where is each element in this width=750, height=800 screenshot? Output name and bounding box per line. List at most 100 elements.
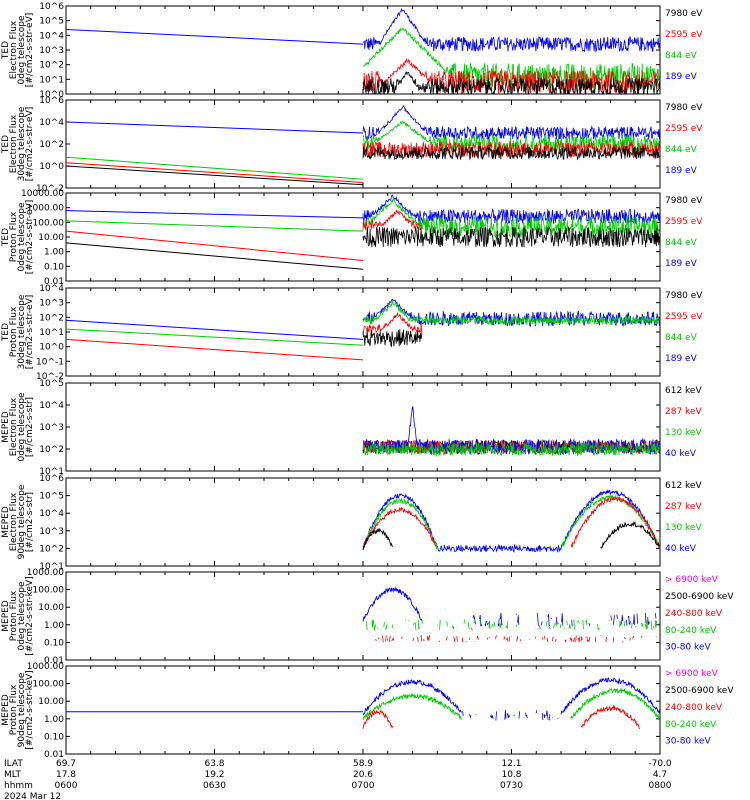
y-tick-label: 10^6 [39,2,64,12]
footer-ilat-value: 12.1 [501,759,521,769]
legend-entry: 189 eV [665,72,698,82]
legend-entry: 240-800 keV [665,609,723,619]
panel-8: 0.01 0.10 1.00 10.00 100.00 1000.00 MEPEDProto… [1,662,734,760]
series-red [362,496,660,549]
series-red [362,704,641,730]
y-tick-label: 100.00 [33,586,65,596]
legend-entry: > 6900 keV [665,669,719,679]
series-hump [600,520,660,549]
footer-mlt-value: 20.6 [353,770,373,780]
series-trend-line [66,319,364,340]
footer-mlt-value: 4.7 [653,770,667,780]
y-tick-label: 10^5 [39,17,64,27]
footer-ilat-value: -70.0 [648,759,672,769]
y-tick-label: 10^2 [39,140,64,150]
series-line [436,543,562,554]
series-blue [66,677,660,721]
series-line [362,120,660,154]
y-tick-label: 10^2 [39,313,64,323]
series-green [366,618,658,632]
y-tick-label: 10^-1 [36,357,64,367]
footer-date: 2024 Mar 12 [4,792,61,800]
y-tick-label: 10^1 [39,467,64,477]
series-hump [362,679,462,716]
legend-entry: 287 keV [665,407,702,417]
y-tick-label: 0.01 [44,656,64,666]
series-green [362,687,660,721]
footer-mlt-value: 17.8 [56,770,76,780]
legend-entry: 612 keV [665,481,702,491]
legend-entry: 844 eV [665,333,698,343]
series-line [362,225,660,248]
series-line [362,8,660,53]
legend-entry: 130 keV [665,523,702,533]
series-black [66,225,660,270]
panel-frame [65,382,661,472]
series-line [362,145,660,161]
y-tick-label: 10^4 [39,401,64,411]
y-tick-label: 10^3 [39,527,64,537]
series-line [362,209,423,232]
y-axis-label: MEPED [1,600,11,632]
y-axis-label: Electron Flux [9,114,19,173]
footer-row-label-hhmm: hhmm [4,781,33,791]
y-tick-label: 1.00 [44,248,64,258]
footer-ilat-value: 69.7 [56,759,76,769]
y-tick-label: 10^5 [39,492,64,502]
series-trend-line [66,230,364,261]
y-tick-label: 1000.00 [27,204,64,214]
series-blue [66,8,660,53]
y-tick-label: 10^1 [39,328,64,338]
series-line [362,441,660,457]
panel-frame [65,571,661,661]
footer-ilat-value: 58.9 [353,759,373,769]
footer-row-label-mlt: MLT [4,770,22,780]
y-tick-label: 10^4 [39,284,64,294]
legend-entry: 2595 eV [665,217,703,227]
y-tick-label: 0.10 [44,732,64,742]
footer-hhmm-value: 0630 [203,781,226,791]
series-line [362,57,660,94]
y-axis-label: MEPED [1,411,11,443]
legend-entry: 130 keV [665,428,702,438]
series-blue [66,105,660,142]
y-tick-label: 1.00 [44,715,64,725]
y-axis-label: [#/cm2-s-str] [25,492,35,552]
series-trend-line [66,162,364,183]
y-axis-label: 90deg telescope [17,484,27,559]
y-axis-label: [#/cm2-s-str-keV] [25,670,35,749]
y-axis-label: [#/cm2-s-str-keV] [25,576,35,655]
y-tick-label: 10^1 [39,75,64,85]
series-black [362,329,423,348]
y-axis-label: 0deg telescope [17,15,27,85]
series-green [362,494,660,551]
footer-hhmm-value: 0730 [500,781,523,791]
series-line [362,194,660,225]
y-axis-label: Electron Flux [9,492,19,551]
y-tick-label: 0.10 [44,262,64,272]
y-tick-label: 100.00 [33,680,65,690]
legend-entry: 30-80 keV [665,737,711,747]
y-tick-label: 10000.00 [21,189,64,199]
y-axis-label: TED [1,135,11,154]
y-axis-label: [#/cm2-s-str] [25,397,35,457]
series-red [66,209,423,261]
series-trend-line [66,242,364,270]
y-tick-label: 10^3 [39,423,64,433]
legend-entry: 189 eV [665,259,698,269]
y-tick-label: 10^6 [39,474,64,484]
series-line [463,710,560,720]
y-tick-label: 0.01 [44,277,64,287]
footer-hhmm-value: 0600 [55,781,78,791]
panel-4: 10^-2 10^-1 10^0 10^1 10^2 10^3 10^4 TEDProton … [1,284,703,382]
series-hump [362,497,438,551]
legend-entry: 844 eV [665,145,698,155]
y-axis-label: 0deg telescope [17,581,27,651]
y-tick-label: 10^4 [39,31,64,41]
y-axis-label: Electron Flux [9,20,19,79]
y-axis-label: 30deg telescope [17,294,27,369]
y-tick-label: 10^4 [39,509,64,519]
series-black [66,145,660,186]
